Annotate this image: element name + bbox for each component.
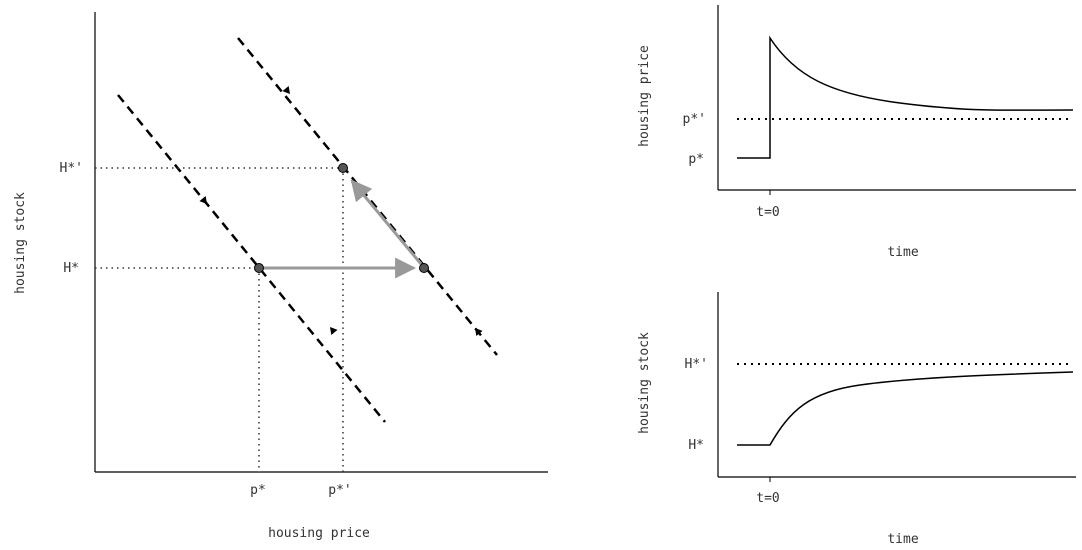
saddle-arrow-icon <box>282 86 290 94</box>
stock-y-label: housing stock <box>637 332 652 434</box>
phase-diagram: H*' H* p* p*' housing price housing stoc… <box>13 12 548 541</box>
saddle-path-initial <box>117 94 386 423</box>
stock-ytick-h-star-prime: H*' <box>685 357 708 372</box>
phase-xtick-p-star: p* <box>250 483 266 498</box>
phase-y-label: housing stock <box>13 192 28 294</box>
saddle-path-new <box>237 37 498 356</box>
stock-panel: H*' H* t=0 time housing stock <box>637 292 1076 547</box>
phase-ytick-h-star: H* <box>63 261 79 276</box>
stock-ytick-h-star: H* <box>688 438 704 453</box>
saddle-arrow-icon <box>475 328 483 336</box>
price-xtick-t0: t=0 <box>756 205 779 220</box>
saddle-arrow-icon <box>199 196 207 204</box>
stock-xtick-t0: t=0 <box>756 491 779 506</box>
saddle-arrow-icon <box>330 327 338 335</box>
price-ytick-p-star-prime: p*' <box>683 112 706 127</box>
phase-x-label: housing price <box>268 526 370 541</box>
stock-path <box>737 371 1074 446</box>
equilibrium-initial <box>254 263 264 273</box>
price-y-label: housing price <box>637 45 652 147</box>
price-panel: p*' p* t=0 time housing price <box>637 5 1076 260</box>
equilibrium-new <box>338 163 348 173</box>
jump-point <box>419 263 429 273</box>
phase-xtick-p-star-prime: p*' <box>328 483 351 498</box>
price-ytick-p-star: p* <box>688 152 704 167</box>
phase-ytick-h-star-prime: H*' <box>60 161 83 176</box>
price-path <box>737 35 1074 159</box>
convergence-arrow <box>350 179 423 265</box>
stock-x-label: time <box>887 532 918 547</box>
price-x-label: time <box>887 245 918 260</box>
